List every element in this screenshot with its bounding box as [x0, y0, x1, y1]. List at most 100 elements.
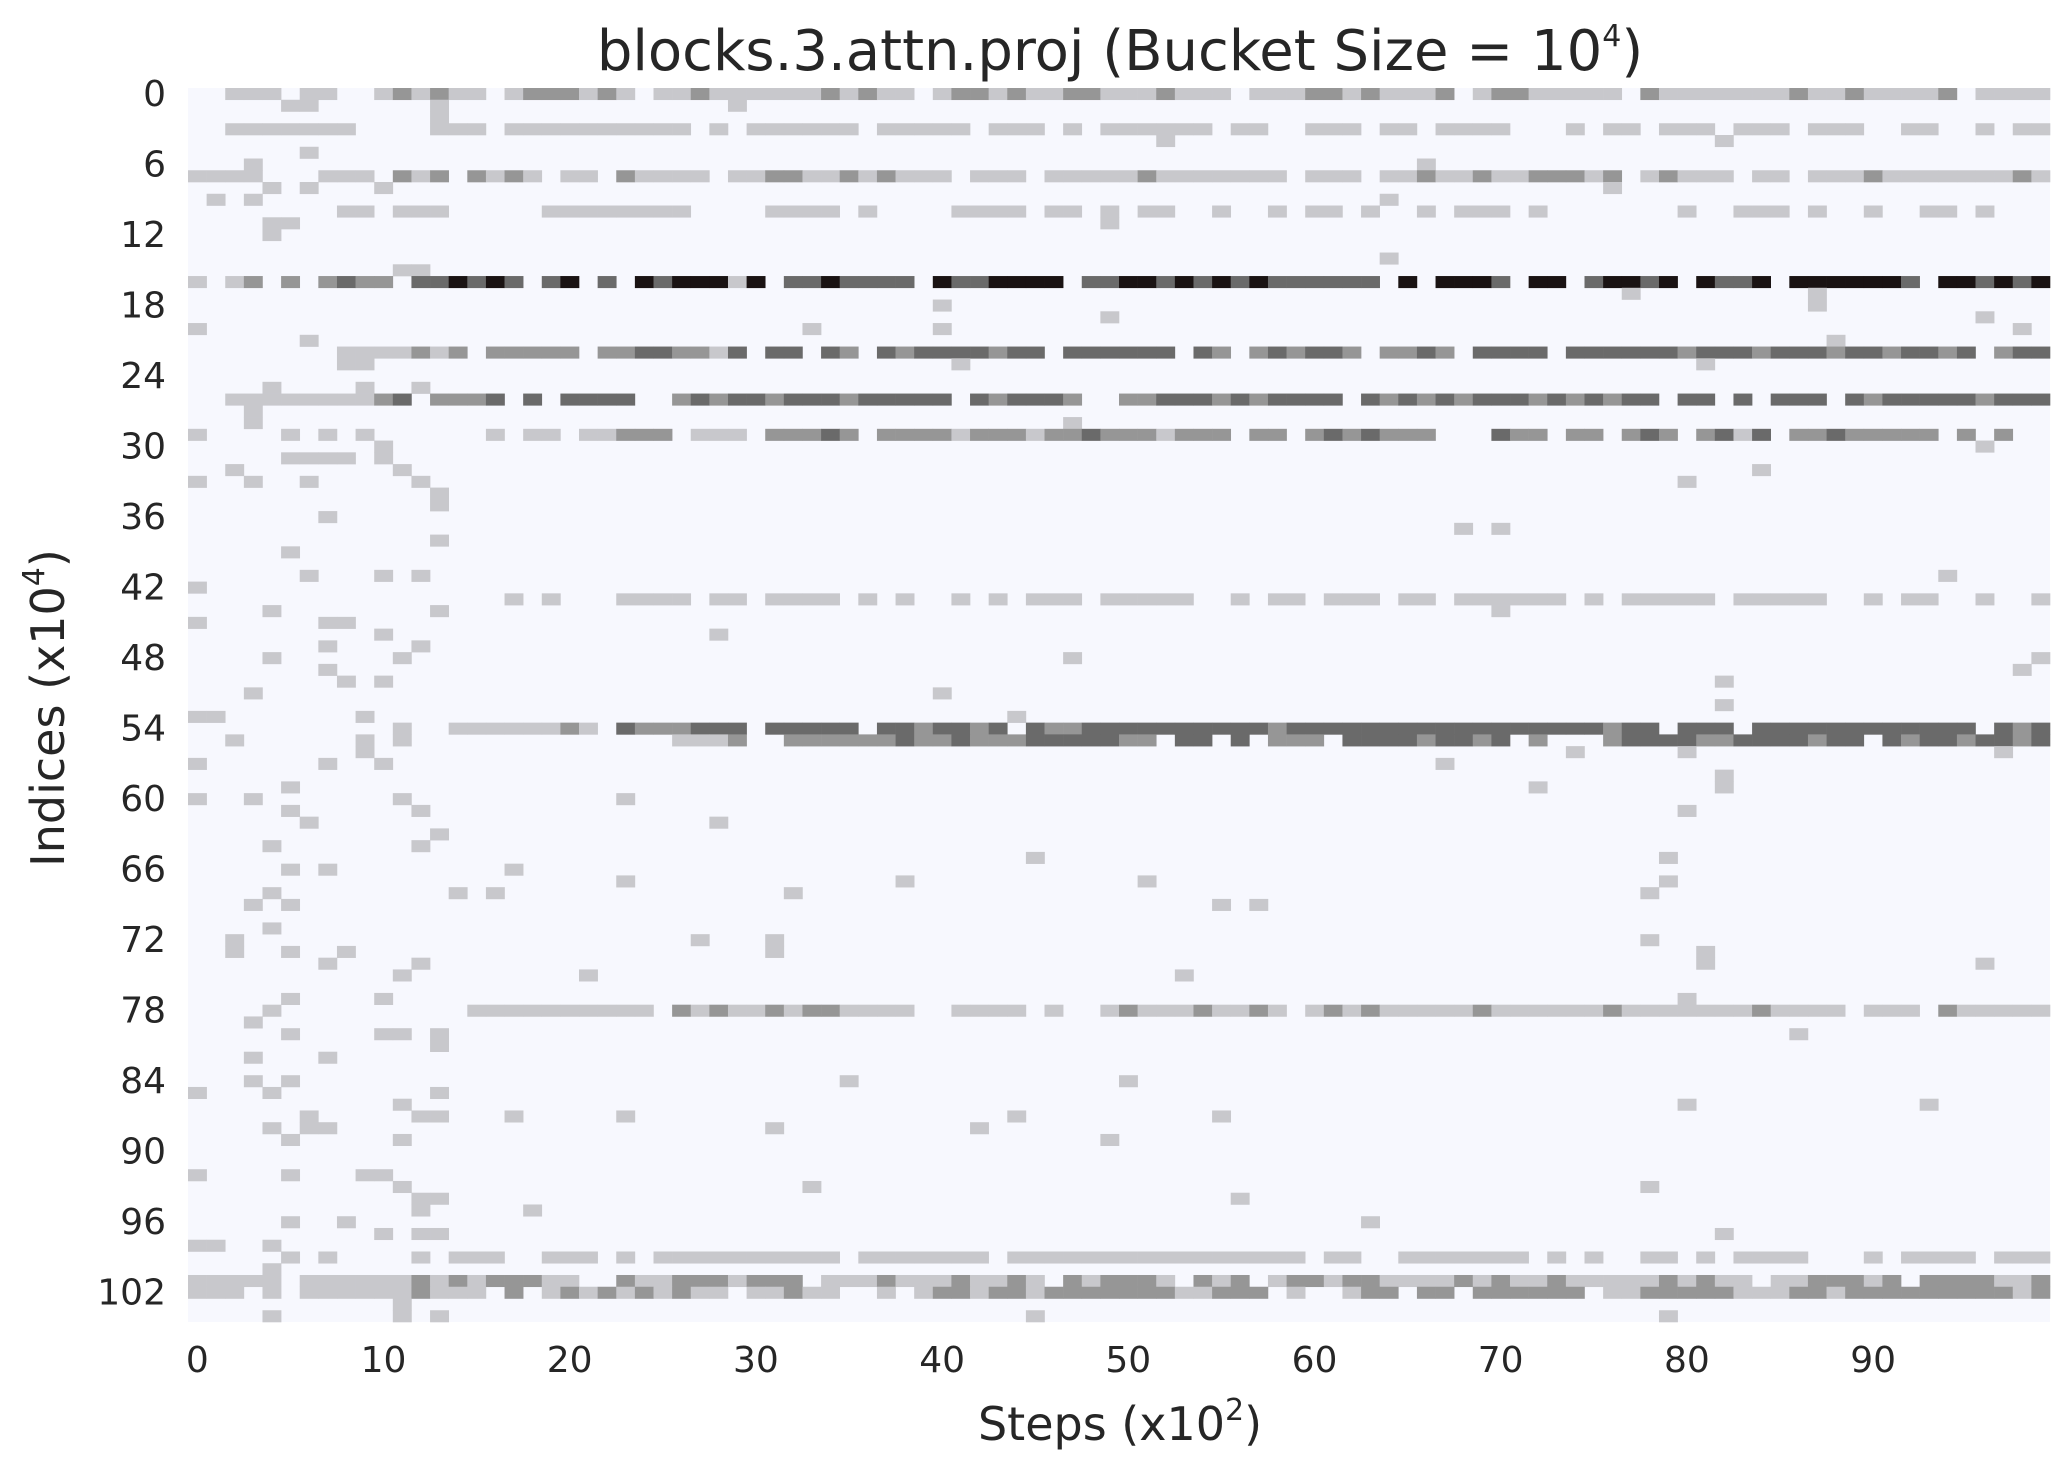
y-tick-label: 18: [120, 285, 166, 326]
heatmap-cell: [244, 476, 263, 488]
heatmap-cell: [262, 382, 281, 394]
heatmap-cell: [970, 88, 989, 100]
heatmap-cell: [1417, 88, 1436, 100]
heatmap-cell: [1659, 1251, 1678, 1263]
heatmap-cell: [262, 605, 281, 617]
heatmap-cell: [1026, 723, 1045, 735]
heatmap-cell: [1622, 123, 1641, 135]
heatmap-cell: [840, 276, 859, 288]
heatmap-cell: [616, 394, 635, 406]
heatmap-cell: [1827, 347, 1846, 359]
heatmap-cell: [1063, 1275, 1082, 1287]
heatmap-cell: [728, 170, 747, 182]
heatmap-cell: [1380, 88, 1399, 100]
heatmap-cell: [1026, 347, 1045, 359]
heatmap-cell: [1864, 1005, 1883, 1017]
heatmap-cell: [374, 276, 393, 288]
heatmap-cell: [188, 617, 207, 629]
heatmap-cell: [896, 429, 915, 441]
heatmap-cell: [523, 723, 542, 735]
heatmap-cell: [560, 88, 579, 100]
heatmap-cell: [1938, 1005, 1957, 1017]
heatmap-cell: [188, 1087, 207, 1099]
heatmap-cell: [505, 1110, 524, 1122]
heatmap-cell: [1938, 394, 1957, 406]
heatmap-cell: [467, 276, 486, 288]
heatmap-cell: [635, 276, 654, 288]
heatmap-cell: [1808, 170, 1827, 182]
heatmap-cell: [747, 123, 766, 135]
heatmap-cell: [1622, 1275, 1641, 1287]
heatmap-cell: [1622, 288, 1641, 300]
heatmap-cell: [691, 170, 710, 182]
heatmap-cell: [1920, 1251, 1939, 1263]
heatmap-cell: [1882, 1005, 1901, 1017]
heatmap-cell: [560, 170, 579, 182]
heatmap-cell: [951, 1251, 970, 1263]
heatmap-cell: [635, 347, 654, 359]
heatmap-cell: [486, 1251, 505, 1263]
heatmap-cell: [933, 323, 952, 335]
heatmap-cell: [1864, 1251, 1883, 1263]
heatmap-cell: [1100, 1251, 1119, 1263]
heatmap-cell: [1305, 170, 1324, 182]
heatmap-cell: [2013, 88, 2032, 100]
heatmap-cell: [747, 88, 766, 100]
heatmap-cell: [840, 1075, 859, 1087]
heatmap-cell: [1156, 723, 1175, 735]
heatmap-cell: [281, 276, 300, 288]
heatmap-cell: [1715, 723, 1734, 735]
heatmap-cell: [560, 1251, 579, 1263]
heatmap-cell: [1491, 1251, 1510, 1263]
heatmap-cell: [188, 429, 207, 441]
heatmap-cell: [505, 864, 524, 876]
heatmap-cell: [1491, 1275, 1510, 1287]
y-tick-label: 96: [120, 1202, 166, 1243]
heatmap-cell: [1268, 593, 1287, 605]
heatmap-cell: [1138, 875, 1157, 887]
heatmap-cell: [1324, 1275, 1343, 1287]
heatmap-cell: [1398, 593, 1417, 605]
heatmap-cell: [430, 123, 449, 135]
heatmap-cell: [374, 1287, 393, 1299]
heatmap-cell: [616, 1275, 635, 1287]
heatmap-cell: [989, 723, 1008, 735]
heatmap-cell: [1659, 1310, 1678, 1322]
heatmap-cell: [1045, 394, 1064, 406]
heatmap-cell: [430, 1110, 449, 1122]
x-tick-labels: 0 10 20 30 40 50 60 70 80 90: [186, 1340, 1896, 1381]
heatmap-cell: [1789, 394, 1808, 406]
heatmap-cell: [802, 323, 821, 335]
heatmap-cell: [784, 123, 803, 135]
heatmap-cell: [1845, 170, 1864, 182]
heatmap-cell: [1454, 1251, 1473, 1263]
heatmap-cell: [1268, 170, 1287, 182]
heatmap-cell: [1100, 88, 1119, 100]
heatmap-cell: [1417, 170, 1436, 182]
heatmap-cell: [951, 88, 970, 100]
heatmap-cell: [1827, 123, 1846, 135]
heatmap-cell: [1994, 394, 2013, 406]
heatmap-cell: [1249, 276, 1268, 288]
heatmap-cell: [1193, 170, 1212, 182]
heatmap-cell: [188, 793, 207, 805]
heatmap-cell: [1045, 1287, 1064, 1299]
y-tick-label: 60: [120, 779, 166, 820]
heatmap-cell: [970, 276, 989, 288]
heatmap-cell: [1678, 206, 1697, 218]
heatmap-cell: [970, 723, 989, 735]
heatmap-cell: [188, 758, 207, 770]
heatmap-cell: [654, 593, 673, 605]
heatmap-cell: [1491, 723, 1510, 735]
heatmap-cell: [821, 1005, 840, 1017]
heatmap-cell: [951, 358, 970, 370]
heatmap-cell: [616, 1110, 635, 1122]
heatmap-cell: [951, 429, 970, 441]
heatmap-cell: [1045, 723, 1064, 735]
heatmap-cell: [728, 1275, 747, 1287]
heatmap-cell: [1585, 1005, 1604, 1017]
heatmap-cell: [1771, 593, 1790, 605]
heatmap-cell: [1007, 1275, 1026, 1287]
heatmap-cell: [1529, 88, 1548, 100]
heatmap-cell: [449, 123, 468, 135]
